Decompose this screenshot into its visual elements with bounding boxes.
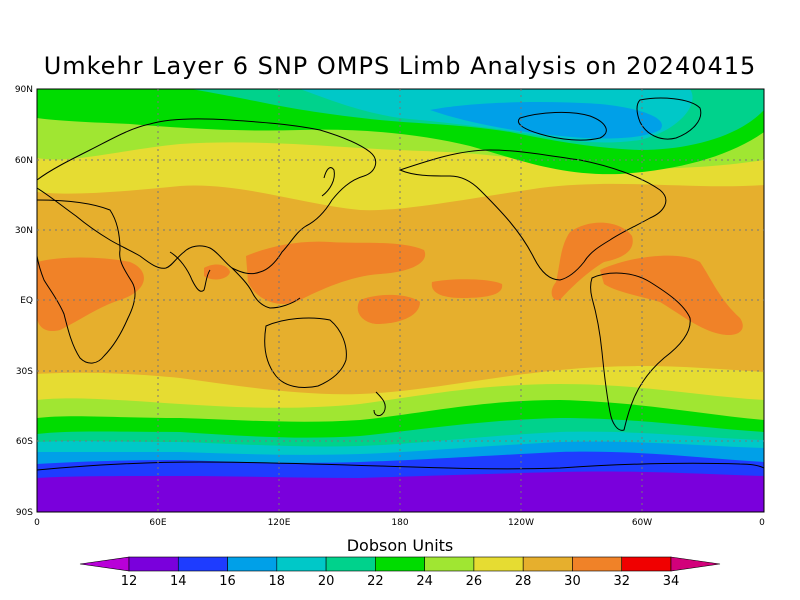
lat-tick-label: EQ [20,296,33,306]
coast-japan [321,167,335,197]
lat-tick-label: 90S [16,508,33,518]
colorbar-swatch [227,556,278,572]
map-title: Umkehr Layer 6 SNP OMPS Limb Analysis on… [43,52,757,80]
lat-tick-label: 60S [16,437,33,447]
max-pacific [246,241,426,304]
colorbar-tick-label: 14 [170,574,187,589]
coast-north-america [398,149,667,281]
coast-india [169,251,211,292]
lat-tick-label: 60N [15,156,33,166]
coast-greenland [636,97,702,140]
lon-tick-label: 60E [149,518,166,528]
lat-tick-label: 30N [15,226,33,236]
lon-tick-label: 60W [632,518,652,528]
max-central-pac [431,279,503,298]
colorbar-swatch [375,556,425,572]
lon-tick-label: 0 [34,518,40,528]
lon-axis: 0 60E 120E 180 120W 60W 0 [34,518,765,528]
band-18-north [430,102,662,139]
colorbar-tick-label: 16 [219,574,236,589]
max-americas [551,222,633,301]
colorbar-swatch [621,556,672,572]
colorbar-tick-label: 18 [269,574,286,589]
lat-axis: 90N 60N 30N EQ 30S 60S 90S [15,85,33,518]
colorbar-swatch [325,556,376,572]
lat-tick-label: 90N [15,85,33,95]
colorbar-tick-label: 28 [515,574,532,589]
lon-tick-label: 120W [508,518,534,528]
colorbar-swatch [572,556,623,572]
colorbar-swatch [424,556,475,572]
colorbar-under-triangle [79,556,130,572]
lon-tick-label: 0 [759,518,765,528]
coast-africa [37,199,136,364]
colorbar-tick-label: 30 [564,574,581,589]
gridlines [37,89,764,512]
coast-canada-islands [518,111,607,141]
colorbar-tick-label: 12 [121,574,138,589]
lat-tick-label: 30S [16,367,33,377]
coast-europe-asia [37,118,377,275]
colorbar-over-triangle [670,556,721,572]
colorbar: 12 14 16 18 20 22 24 26 28 30 32 34 [79,556,721,589]
colorbar-tick-label: 20 [318,574,335,589]
coastlines [37,97,764,471]
colorbar-tick-label: 24 [416,574,433,589]
colorbar-tick-label: 26 [466,574,483,589]
colorbar-tick-label: 34 [663,574,680,589]
coast-antarctica [37,461,764,471]
colorbar-tick-label: 22 [367,574,384,589]
colorbar-swatch [522,556,573,572]
coast-south-america [590,272,691,431]
coast-nz [373,391,386,417]
colorbar-tick-label: 32 [613,574,630,589]
coast-se-asia [231,267,301,309]
colorbar-swatch [276,556,327,572]
colorbar-swatch [473,556,524,572]
lon-tick-label: 180 [391,518,408,528]
lon-tick-label: 120E [268,518,291,528]
colorbar-swatch [128,556,179,572]
coast-australia [264,317,347,389]
max-pacific-east [357,294,420,324]
colorbar-swatch [177,556,228,572]
max-indian [204,264,230,280]
colorbar-title: Dobson Units [346,536,454,555]
